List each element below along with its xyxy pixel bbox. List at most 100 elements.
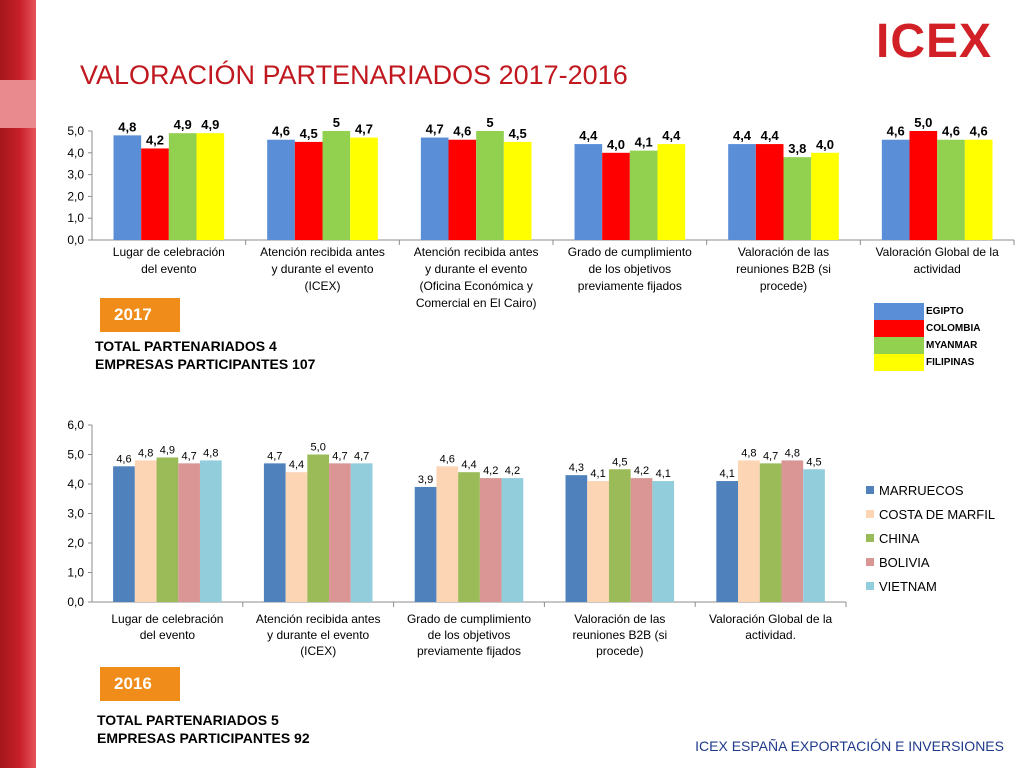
bar-china — [458, 472, 480, 602]
bar-costa-de-marfil — [436, 466, 459, 602]
data-label: 4,2 — [146, 132, 164, 147]
legend-swatch — [874, 337, 924, 354]
footer-text: ICEX ESPAÑA EXPORTACIÓN E INVERSIONES — [695, 738, 1004, 754]
bar-egipto — [420, 137, 449, 240]
data-label: 5 — [486, 115, 493, 130]
totals-2016: TOTAL PARTENARIADOS 5 EMPRESAS PARTICIPA… — [97, 711, 310, 747]
legend-label: FILIPINAS — [926, 357, 975, 368]
data-label: 4,6 — [272, 124, 290, 139]
bar-colombia — [294, 141, 323, 240]
data-label: 4,6 — [970, 124, 988, 139]
data-label: 4,5 — [300, 126, 318, 141]
y-tick-label: 3,0 — [67, 507, 84, 521]
bar-china — [608, 469, 631, 602]
bar-marruecos — [716, 481, 739, 602]
data-label: 4,7 — [355, 122, 373, 137]
y-tick-label: 4,0 — [67, 477, 84, 491]
bar-filipinas — [350, 137, 378, 240]
bar-vietnam — [652, 481, 675, 602]
data-label: 4,7 — [426, 122, 444, 137]
data-label: 4,8 — [741, 447, 756, 459]
data-label: 4,9 — [174, 117, 192, 132]
data-label: 4,6 — [887, 124, 905, 139]
legend-item: VIETNAM — [866, 574, 995, 598]
y-tick-label: 3,0 — [67, 168, 84, 182]
bar-filipinas — [196, 133, 225, 240]
legend-item: COLOMBIA — [874, 320, 990, 337]
data-label: 3,8 — [788, 141, 806, 156]
category-label: Valoración Global de la actividad. — [709, 612, 833, 642]
data-label: 4,8 — [785, 447, 800, 459]
totals-2017: TOTAL PARTENARIADOS 4 EMPRESAS PARTICIPA… — [95, 337, 315, 373]
bar-filipinas — [811, 152, 839, 240]
bar-filipinas — [657, 144, 686, 240]
data-label: 4,0 — [816, 137, 834, 152]
page-title: VALORACIÓN PARTENARIADOS 2017-2016 — [80, 60, 628, 90]
legend-swatch — [866, 534, 874, 542]
category-label: Lugar de celebración del evento — [113, 245, 225, 276]
bar-bolivia — [178, 463, 200, 602]
bar-vietnam — [803, 469, 825, 602]
bar-colombia — [602, 152, 630, 240]
left-band-notch — [0, 80, 36, 128]
data-label: 4,9 — [201, 117, 219, 132]
legend-item: EGIPTO — [874, 303, 990, 320]
bar-bolivia — [781, 460, 804, 602]
icex-logo: ICEX — [862, 18, 1006, 66]
bar-costa-de-marfil — [587, 481, 609, 602]
bar-myanmar — [783, 157, 812, 240]
data-label: 4,3 — [569, 462, 584, 474]
y-tick-label: 1,0 — [67, 211, 84, 225]
bar-myanmar — [476, 131, 504, 240]
legend-swatch — [866, 582, 874, 590]
year-badge-2016: 2016 — [100, 667, 180, 701]
bar-china — [307, 454, 330, 602]
bar-bolivia — [630, 478, 653, 602]
bar-vietnam — [199, 460, 222, 602]
data-label: 4,5 — [509, 126, 527, 141]
data-label: 4,8 — [138, 447, 153, 459]
bar-costa-de-marfil — [285, 472, 308, 602]
bar-costa-de-marfil — [134, 460, 157, 602]
bar-colombia — [448, 139, 477, 240]
data-label: 4,6 — [453, 124, 471, 139]
legend-swatch — [874, 320, 924, 337]
legend-item: BOLIVIA — [866, 550, 995, 574]
data-label: 4,8 — [203, 447, 218, 459]
bar-egipto — [113, 135, 142, 240]
data-label: 4,4 — [733, 128, 752, 143]
y-tick-label: 5,0 — [67, 124, 84, 138]
data-label: 4,4 — [579, 128, 598, 143]
data-label: 4,4 — [761, 128, 780, 143]
bar-vietnam — [501, 478, 524, 602]
y-tick-label: 5,0 — [67, 448, 84, 462]
data-label: 4,2 — [483, 465, 498, 477]
bar-bolivia — [479, 478, 502, 602]
bar-marruecos — [113, 466, 135, 602]
bar-vietnam — [350, 463, 373, 602]
data-label: 4,1 — [635, 135, 653, 150]
bar-myanmar — [322, 131, 351, 240]
y-tick-label: 0,0 — [67, 233, 84, 247]
legend-label: EGIPTO — [926, 306, 964, 317]
category-label: Valoración de las reuniones B2B (si proced… — [572, 612, 667, 658]
y-tick-label: 2,0 — [67, 189, 84, 203]
category-label: Valoración de las reuniones B2B (si proced… — [736, 245, 831, 293]
legend-label: CHINA — [879, 530, 920, 546]
data-label: 5,0 — [311, 442, 326, 454]
category-label: Grado de cumplimiento de los objetivos pre… — [568, 245, 692, 293]
bar-myanmar — [629, 150, 658, 240]
bar-marruecos — [263, 463, 286, 602]
category-label: Grado de cumplimiento de los objetivos pre… — [407, 612, 531, 658]
logo-text: ICEX — [875, 15, 993, 68]
legend-item: CHINA — [866, 526, 995, 550]
bar-marruecos — [414, 486, 437, 602]
bar-myanmar — [168, 133, 197, 240]
data-label: 4,7 — [763, 450, 778, 462]
data-label: 4,6 — [942, 124, 960, 139]
category-label: Atención recibida antes y durante el even… — [260, 245, 385, 293]
bar-marruecos — [565, 475, 588, 602]
data-label: 4,6 — [440, 453, 455, 465]
